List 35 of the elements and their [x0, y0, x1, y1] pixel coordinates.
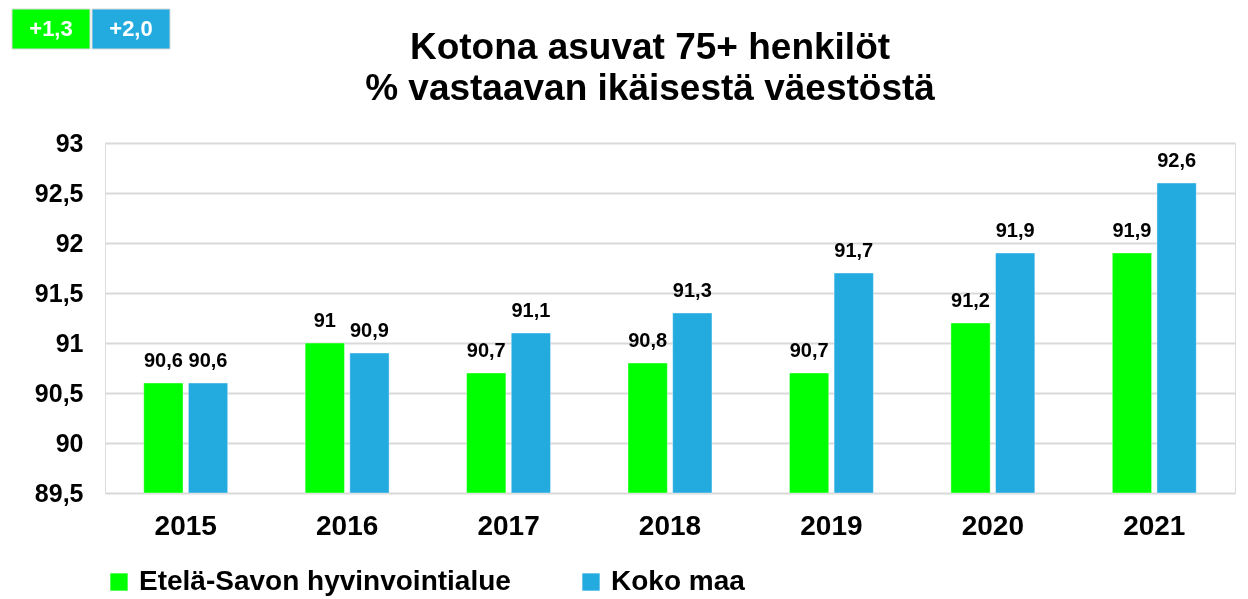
y-tick-label: 93	[55, 128, 84, 157]
data-label: 91,9	[1112, 219, 1152, 241]
x-tick-label: 2018	[638, 509, 702, 541]
data-label: 90,9	[350, 319, 389, 341]
data-label: 91,9	[995, 219, 1035, 241]
text: +2,0	[109, 16, 153, 41]
x-tick-label: 2016	[315, 509, 379, 541]
x-tick-label: 2015	[154, 509, 217, 541]
y-tick-label: 91,5	[34, 278, 84, 307]
y-tick-label: 90	[55, 428, 84, 457]
y-tick-label: 90,5	[34, 378, 84, 407]
data-label: 91	[313, 309, 336, 331]
data-label: 90,7	[466, 339, 506, 361]
data-label: 90,6	[143, 349, 183, 371]
data-label: 91,2	[951, 289, 990, 311]
data-label: 90,6	[188, 349, 228, 371]
data-label: 91,3	[672, 279, 712, 301]
chart-subtitle: % vastaavan ikäisestä väestöstä	[365, 66, 936, 108]
legend-label: Etelä-Savon hyvinvointialue	[139, 565, 511, 596]
data-label: 91,1	[511, 299, 551, 321]
data-label: 92,6	[1157, 149, 1197, 171]
y-tick-label: 91	[55, 328, 84, 357]
y-tick-label: 92	[55, 228, 84, 257]
y-tick-label: 89,5	[34, 478, 84, 507]
data-label: 91,7	[834, 239, 874, 261]
x-tick-label: 2019	[800, 509, 863, 541]
x-tick-label: 2021	[1123, 509, 1186, 541]
data-label: 90,7	[789, 339, 829, 361]
text: +1,3	[29, 16, 73, 41]
legend-label: Koko maa	[611, 565, 746, 596]
x-tick-label: 2020	[961, 509, 1025, 541]
y-tick-label: 92,5	[34, 178, 84, 207]
x-tick-label: 2017	[477, 509, 540, 541]
data-label: 90,8	[628, 329, 668, 351]
chart-title: Kotona asuvat 75+ henkilöt	[409, 25, 891, 67]
